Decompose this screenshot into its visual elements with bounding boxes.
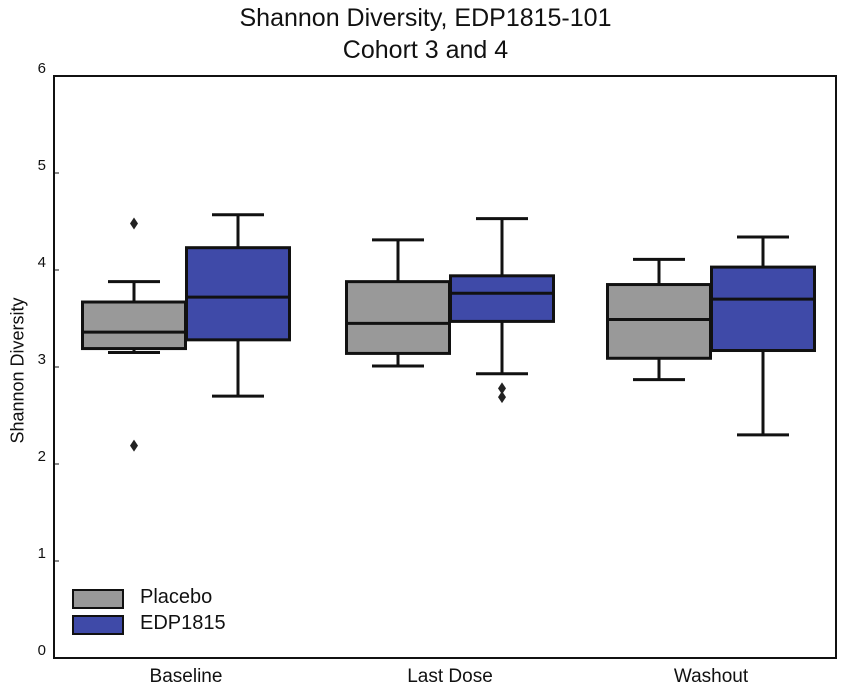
iqr-box xyxy=(449,274,555,323)
y-tick-label: 6 xyxy=(37,60,46,77)
y-axis-label: Shannon Diversity xyxy=(7,297,28,444)
x-tick-label: Washout xyxy=(673,666,749,687)
iqr-box xyxy=(710,265,816,353)
box-edp1815-2 xyxy=(710,235,816,437)
outlier-point xyxy=(130,439,138,452)
box-placebo-2 xyxy=(606,257,712,382)
x-tick-label: Last Dose xyxy=(407,666,493,687)
chart-subtitle: Cohort 3 and 4 xyxy=(342,36,509,64)
outlier-point xyxy=(130,217,138,230)
legend-label-edp1815: EDP1815 xyxy=(140,612,226,634)
y-tick-label: 0 xyxy=(37,642,46,659)
x-tick-label: Baseline xyxy=(149,666,223,687)
legend-swatch-placebo xyxy=(72,589,124,609)
chart-title: Shannon Diversity, EDP1815-101 xyxy=(239,4,612,32)
y-tick-marks xyxy=(54,75,59,659)
y-tick-label: 4 xyxy=(37,254,46,271)
legend xyxy=(72,589,124,635)
box-placebo-0 xyxy=(81,217,187,452)
legend-label-placebo: Placebo xyxy=(140,586,213,608)
boxes-layer xyxy=(81,213,816,452)
box-edp1815-0 xyxy=(185,213,291,398)
outlier-point xyxy=(498,382,506,395)
plot-area xyxy=(53,75,837,659)
box-placebo-1 xyxy=(345,238,451,368)
outlier-point xyxy=(498,391,506,404)
y-tick-label: 5 xyxy=(37,157,46,174)
y-tick-label: 2 xyxy=(37,448,46,465)
iqr-box xyxy=(81,300,187,351)
iqr-box xyxy=(606,283,712,360)
iqr-box xyxy=(185,246,291,342)
y-tick-label: 3 xyxy=(37,351,46,368)
box-edp1815-1 xyxy=(449,217,555,404)
y-tick-label: 1 xyxy=(37,545,46,562)
iqr-box xyxy=(345,280,451,355)
legend-swatch-edp1815 xyxy=(72,615,124,635)
